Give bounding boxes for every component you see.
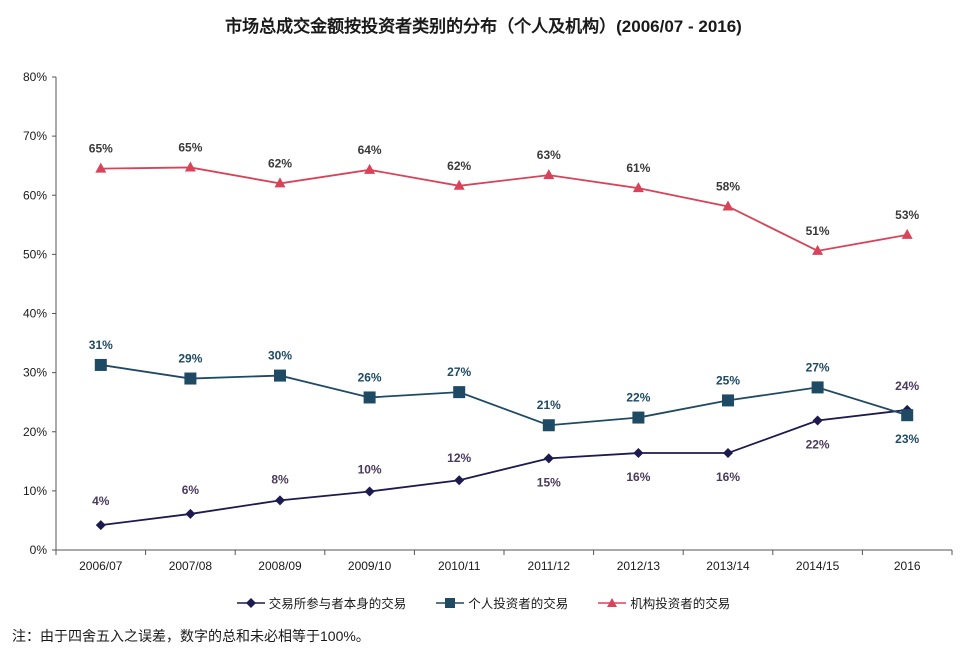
diamond-point bbox=[812, 415, 823, 426]
diamond-point bbox=[275, 495, 285, 506]
data-label: 31% bbox=[89, 338, 113, 352]
data-label: 62% bbox=[447, 159, 471, 173]
x-tick-label: 2011/12 bbox=[528, 559, 571, 573]
y-tick-label: 30% bbox=[23, 366, 47, 380]
data-label: 16% bbox=[716, 470, 740, 484]
data-label: 16% bbox=[626, 470, 650, 484]
triangle-point bbox=[453, 179, 465, 190]
y-tick-label: 20% bbox=[23, 425, 47, 439]
triangle-point bbox=[543, 169, 555, 180]
triangle-point bbox=[901, 228, 913, 239]
x-tick-label: 2012/13 bbox=[617, 559, 661, 573]
square-point bbox=[94, 358, 107, 371]
diamond-marker-icon bbox=[236, 597, 265, 608]
legend-item-institutional-investors: 机构投资者的交易 bbox=[598, 593, 730, 612]
data-label: 12% bbox=[447, 451, 471, 465]
legend-label: 个人投资者的交易 bbox=[468, 597, 569, 611]
data-label: 6% bbox=[182, 483, 200, 497]
data-label: 63% bbox=[537, 148, 561, 162]
data-label: 65% bbox=[178, 140, 202, 154]
series-line-3 bbox=[100, 166, 908, 252]
x-tick-label: 2006/07 bbox=[79, 559, 123, 573]
legend-label: 机构投资者的交易 bbox=[630, 597, 731, 611]
data-label: 22% bbox=[626, 391, 650, 405]
square-point bbox=[453, 386, 466, 399]
data-label: 24% bbox=[895, 379, 919, 393]
data-label: 62% bbox=[268, 156, 292, 170]
y-tick-label: 40% bbox=[23, 307, 47, 321]
triangle-point bbox=[274, 177, 286, 188]
legend: 交易所参与者本身的交易 个人投资者的交易 机构投资者的交易 bbox=[0, 593, 967, 612]
data-label: 61% bbox=[626, 161, 650, 175]
diamond-point bbox=[454, 475, 465, 486]
x-tick-label: 2010/11 bbox=[438, 559, 481, 573]
diamond-point bbox=[723, 448, 733, 459]
diamond-point bbox=[185, 508, 196, 519]
y-tick-label: 70% bbox=[23, 129, 47, 143]
x-tick-label: 2016 bbox=[894, 559, 921, 573]
data-label: 25% bbox=[716, 373, 740, 387]
triangle-point bbox=[812, 244, 824, 255]
diamond-point bbox=[95, 520, 106, 531]
legend-label: 交易所参与者本身的交易 bbox=[268, 597, 407, 611]
square-point bbox=[722, 394, 734, 407]
data-label: 30% bbox=[268, 349, 292, 363]
x-tick-label: 2014/15 bbox=[796, 559, 840, 573]
square-point bbox=[901, 409, 914, 422]
line-chart: 0% 10% 20% 30% 40% 50% 60% 70% 80% 2006/07 2007/08… bbox=[23, 70, 953, 573]
y-tick-label: 80% bbox=[23, 70, 47, 84]
diamond-point bbox=[543, 453, 554, 464]
footnote: 注：由于四舍五入之误差，数字的总和未必相等于100%。 bbox=[12, 628, 370, 644]
triangle-point bbox=[95, 162, 107, 173]
y-tick-label: 60% bbox=[23, 188, 47, 202]
data-label: 10% bbox=[358, 462, 382, 476]
data-label: 21% bbox=[537, 398, 561, 412]
square-point bbox=[184, 372, 197, 385]
data-label: 65% bbox=[89, 142, 113, 156]
y-tick-label: 10% bbox=[23, 484, 47, 498]
data-label: 58% bbox=[716, 179, 740, 193]
square-point bbox=[274, 369, 286, 382]
y-tick-label: 0% bbox=[30, 543, 48, 557]
data-label: 23% bbox=[895, 432, 919, 446]
data-label: 4% bbox=[92, 494, 110, 508]
series-line-2 bbox=[100, 364, 908, 427]
triangle-point bbox=[722, 200, 734, 211]
data-label: 22% bbox=[806, 438, 830, 452]
diamond-point bbox=[633, 448, 644, 459]
data-label: 29% bbox=[178, 352, 202, 366]
square-point bbox=[542, 419, 555, 432]
diamond-point bbox=[364, 486, 375, 497]
chart-title: 市场总成交金额按投资者类别的分布（个人及机构）(2006/07 - 2016) bbox=[225, 17, 742, 36]
x-tick-label: 2013/14 bbox=[706, 559, 750, 573]
legend-item-exchange-participants: 交易所参与者本身的交易 bbox=[236, 593, 407, 612]
square-marker-icon bbox=[436, 597, 465, 608]
data-label: 27% bbox=[806, 360, 830, 374]
triangle-point bbox=[632, 182, 644, 193]
triangle-marker-icon bbox=[598, 597, 627, 607]
x-tick-label: 2009/10 bbox=[348, 559, 392, 573]
data-label: 26% bbox=[358, 370, 382, 384]
x-tick-label: 2008/09 bbox=[258, 559, 302, 573]
series-line-1 bbox=[100, 408, 908, 527]
data-label: 15% bbox=[537, 475, 561, 489]
data-label: 51% bbox=[806, 224, 830, 238]
data-label: 8% bbox=[271, 472, 289, 486]
x-tick-label: 2007/08 bbox=[169, 559, 213, 573]
data-label: 64% bbox=[358, 143, 382, 157]
data-label: 53% bbox=[895, 208, 919, 222]
square-point bbox=[811, 381, 824, 394]
triangle-point bbox=[184, 161, 196, 172]
square-point bbox=[632, 411, 645, 424]
y-tick-label: 50% bbox=[23, 247, 47, 261]
triangle-point bbox=[364, 163, 376, 174]
data-label: 27% bbox=[447, 365, 471, 379]
square-point bbox=[363, 391, 376, 404]
legend-item-individual-investors: 个人投资者的交易 bbox=[436, 593, 568, 612]
